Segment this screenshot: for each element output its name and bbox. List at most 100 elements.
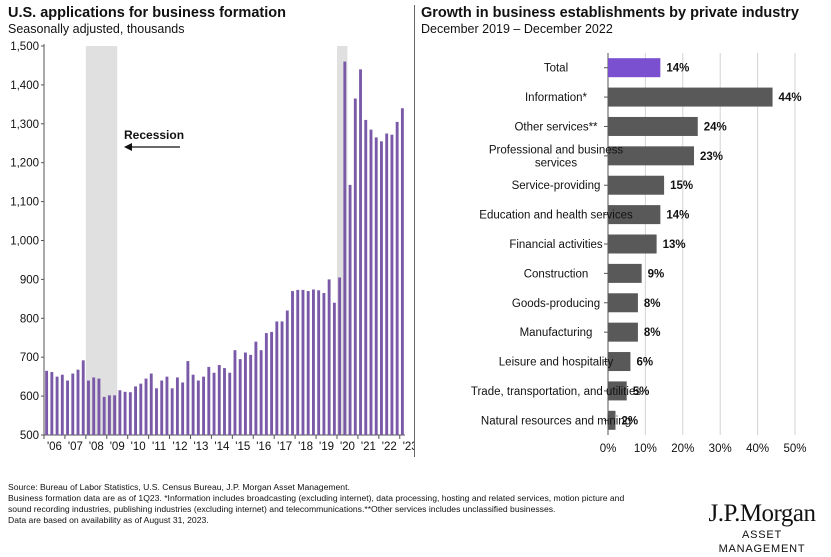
x-tick-label: 20% bbox=[671, 443, 694, 455]
category-label: Financial activities bbox=[509, 239, 603, 251]
bar bbox=[233, 350, 237, 435]
bar bbox=[385, 133, 389, 435]
right-chart-title: Growth in business establishments by pri… bbox=[421, 5, 799, 21]
x-tick-label: '17 bbox=[277, 441, 292, 453]
bar bbox=[128, 392, 132, 435]
data-label: 23% bbox=[700, 151, 723, 163]
business-applications-chart: 500 600 700 800 900 1,000 1,100 1,200 1,300 1,400… bbox=[10, 41, 414, 453]
category-label: Education and health services bbox=[479, 210, 633, 222]
bar bbox=[155, 388, 158, 435]
bar bbox=[165, 376, 169, 435]
bar bbox=[608, 234, 657, 254]
y-tick-label: 1,000 bbox=[10, 236, 39, 248]
bar bbox=[149, 373, 153, 435]
y-tick-label: 500 bbox=[20, 430, 39, 442]
left-chart-subtitle: Seasonally adjusted, thousands bbox=[8, 22, 185, 36]
y-tick-label: 1,200 bbox=[10, 158, 39, 170]
bar bbox=[608, 175, 665, 195]
y-tick-label: 600 bbox=[20, 391, 39, 403]
data-label: 2% bbox=[621, 415, 638, 427]
bar bbox=[264, 333, 268, 435]
x-tick-label: 10% bbox=[634, 443, 657, 455]
x-tick-label: '19 bbox=[319, 441, 334, 453]
category-label: services bbox=[535, 157, 577, 169]
bar bbox=[280, 321, 284, 435]
logo-wordmark: J.P.Morgan bbox=[708, 500, 816, 527]
bar bbox=[202, 376, 206, 435]
bar bbox=[102, 396, 106, 435]
bar bbox=[217, 364, 221, 435]
bar bbox=[71, 373, 75, 435]
y-tick-label: 1,300 bbox=[10, 119, 39, 131]
bar bbox=[55, 376, 59, 435]
bar bbox=[60, 374, 64, 435]
bar bbox=[175, 377, 179, 435]
category-label: Manufacturing bbox=[520, 327, 593, 339]
bar bbox=[608, 87, 773, 107]
bar bbox=[123, 391, 127, 435]
bar bbox=[97, 378, 101, 435]
bar bbox=[238, 359, 242, 435]
bar bbox=[259, 350, 263, 435]
bar bbox=[322, 293, 326, 435]
x-tick-label: '07 bbox=[68, 441, 83, 453]
data-label: 6% bbox=[636, 357, 653, 369]
bar bbox=[338, 277, 342, 435]
bar bbox=[608, 146, 695, 166]
category-label: Construction bbox=[524, 268, 589, 280]
data-label: 24% bbox=[704, 121, 727, 133]
bar bbox=[207, 366, 211, 435]
bar bbox=[92, 377, 96, 435]
x-tick-label: '06 bbox=[47, 441, 62, 453]
bar bbox=[66, 380, 69, 435]
bar bbox=[608, 352, 631, 372]
bar bbox=[608, 205, 661, 225]
bar bbox=[332, 302, 336, 435]
bar bbox=[45, 370, 49, 435]
bar bbox=[390, 134, 394, 435]
bar bbox=[113, 395, 117, 435]
bar bbox=[369, 129, 373, 435]
data-label: 9% bbox=[648, 268, 665, 280]
data-label: 5% bbox=[633, 386, 650, 398]
footnote-line: Business formation data are as of 1Q23. … bbox=[8, 493, 625, 503]
category-label: Professional and business bbox=[489, 144, 623, 156]
bar bbox=[118, 390, 122, 435]
x-tick-label: '11 bbox=[152, 441, 166, 453]
bar bbox=[275, 321, 279, 435]
bar bbox=[81, 360, 85, 435]
bar bbox=[380, 141, 383, 435]
bar bbox=[212, 372, 216, 435]
bar bbox=[107, 395, 111, 435]
x-tick-label: 30% bbox=[709, 443, 732, 455]
x-tick-label: '12 bbox=[173, 441, 188, 453]
bar bbox=[301, 289, 305, 435]
bar bbox=[87, 380, 90, 435]
category-label: Leisure and hospitality bbox=[499, 357, 614, 369]
x-tick-label: '15 bbox=[235, 441, 250, 453]
bar bbox=[243, 352, 247, 435]
bar bbox=[343, 61, 347, 436]
x-tick-label: '08 bbox=[89, 441, 104, 453]
bar bbox=[374, 137, 378, 436]
bar bbox=[327, 279, 331, 435]
bar bbox=[50, 371, 54, 435]
right-chart-subtitle: December 2019 – December 2022 bbox=[421, 22, 613, 36]
category-label: Natural resources and mining bbox=[481, 415, 631, 427]
bar bbox=[608, 322, 638, 342]
bar bbox=[306, 291, 310, 435]
data-label: 13% bbox=[663, 239, 686, 251]
y-tick-label: 800 bbox=[20, 313, 39, 325]
bar bbox=[144, 378, 148, 435]
bar bbox=[608, 58, 661, 78]
recession-annotation: Recession bbox=[124, 128, 184, 142]
x-tick-label: '23 bbox=[403, 441, 414, 453]
footnote-line: Data are based on availability as of Aug… bbox=[8, 515, 209, 525]
data-label: 15% bbox=[670, 180, 693, 192]
x-tick-label: '21 bbox=[361, 441, 376, 453]
x-tick-label: '14 bbox=[214, 441, 230, 453]
data-label: 8% bbox=[644, 298, 661, 310]
bar bbox=[76, 369, 80, 435]
bar bbox=[296, 289, 300, 435]
y-tick-label: 1,400 bbox=[10, 80, 39, 92]
